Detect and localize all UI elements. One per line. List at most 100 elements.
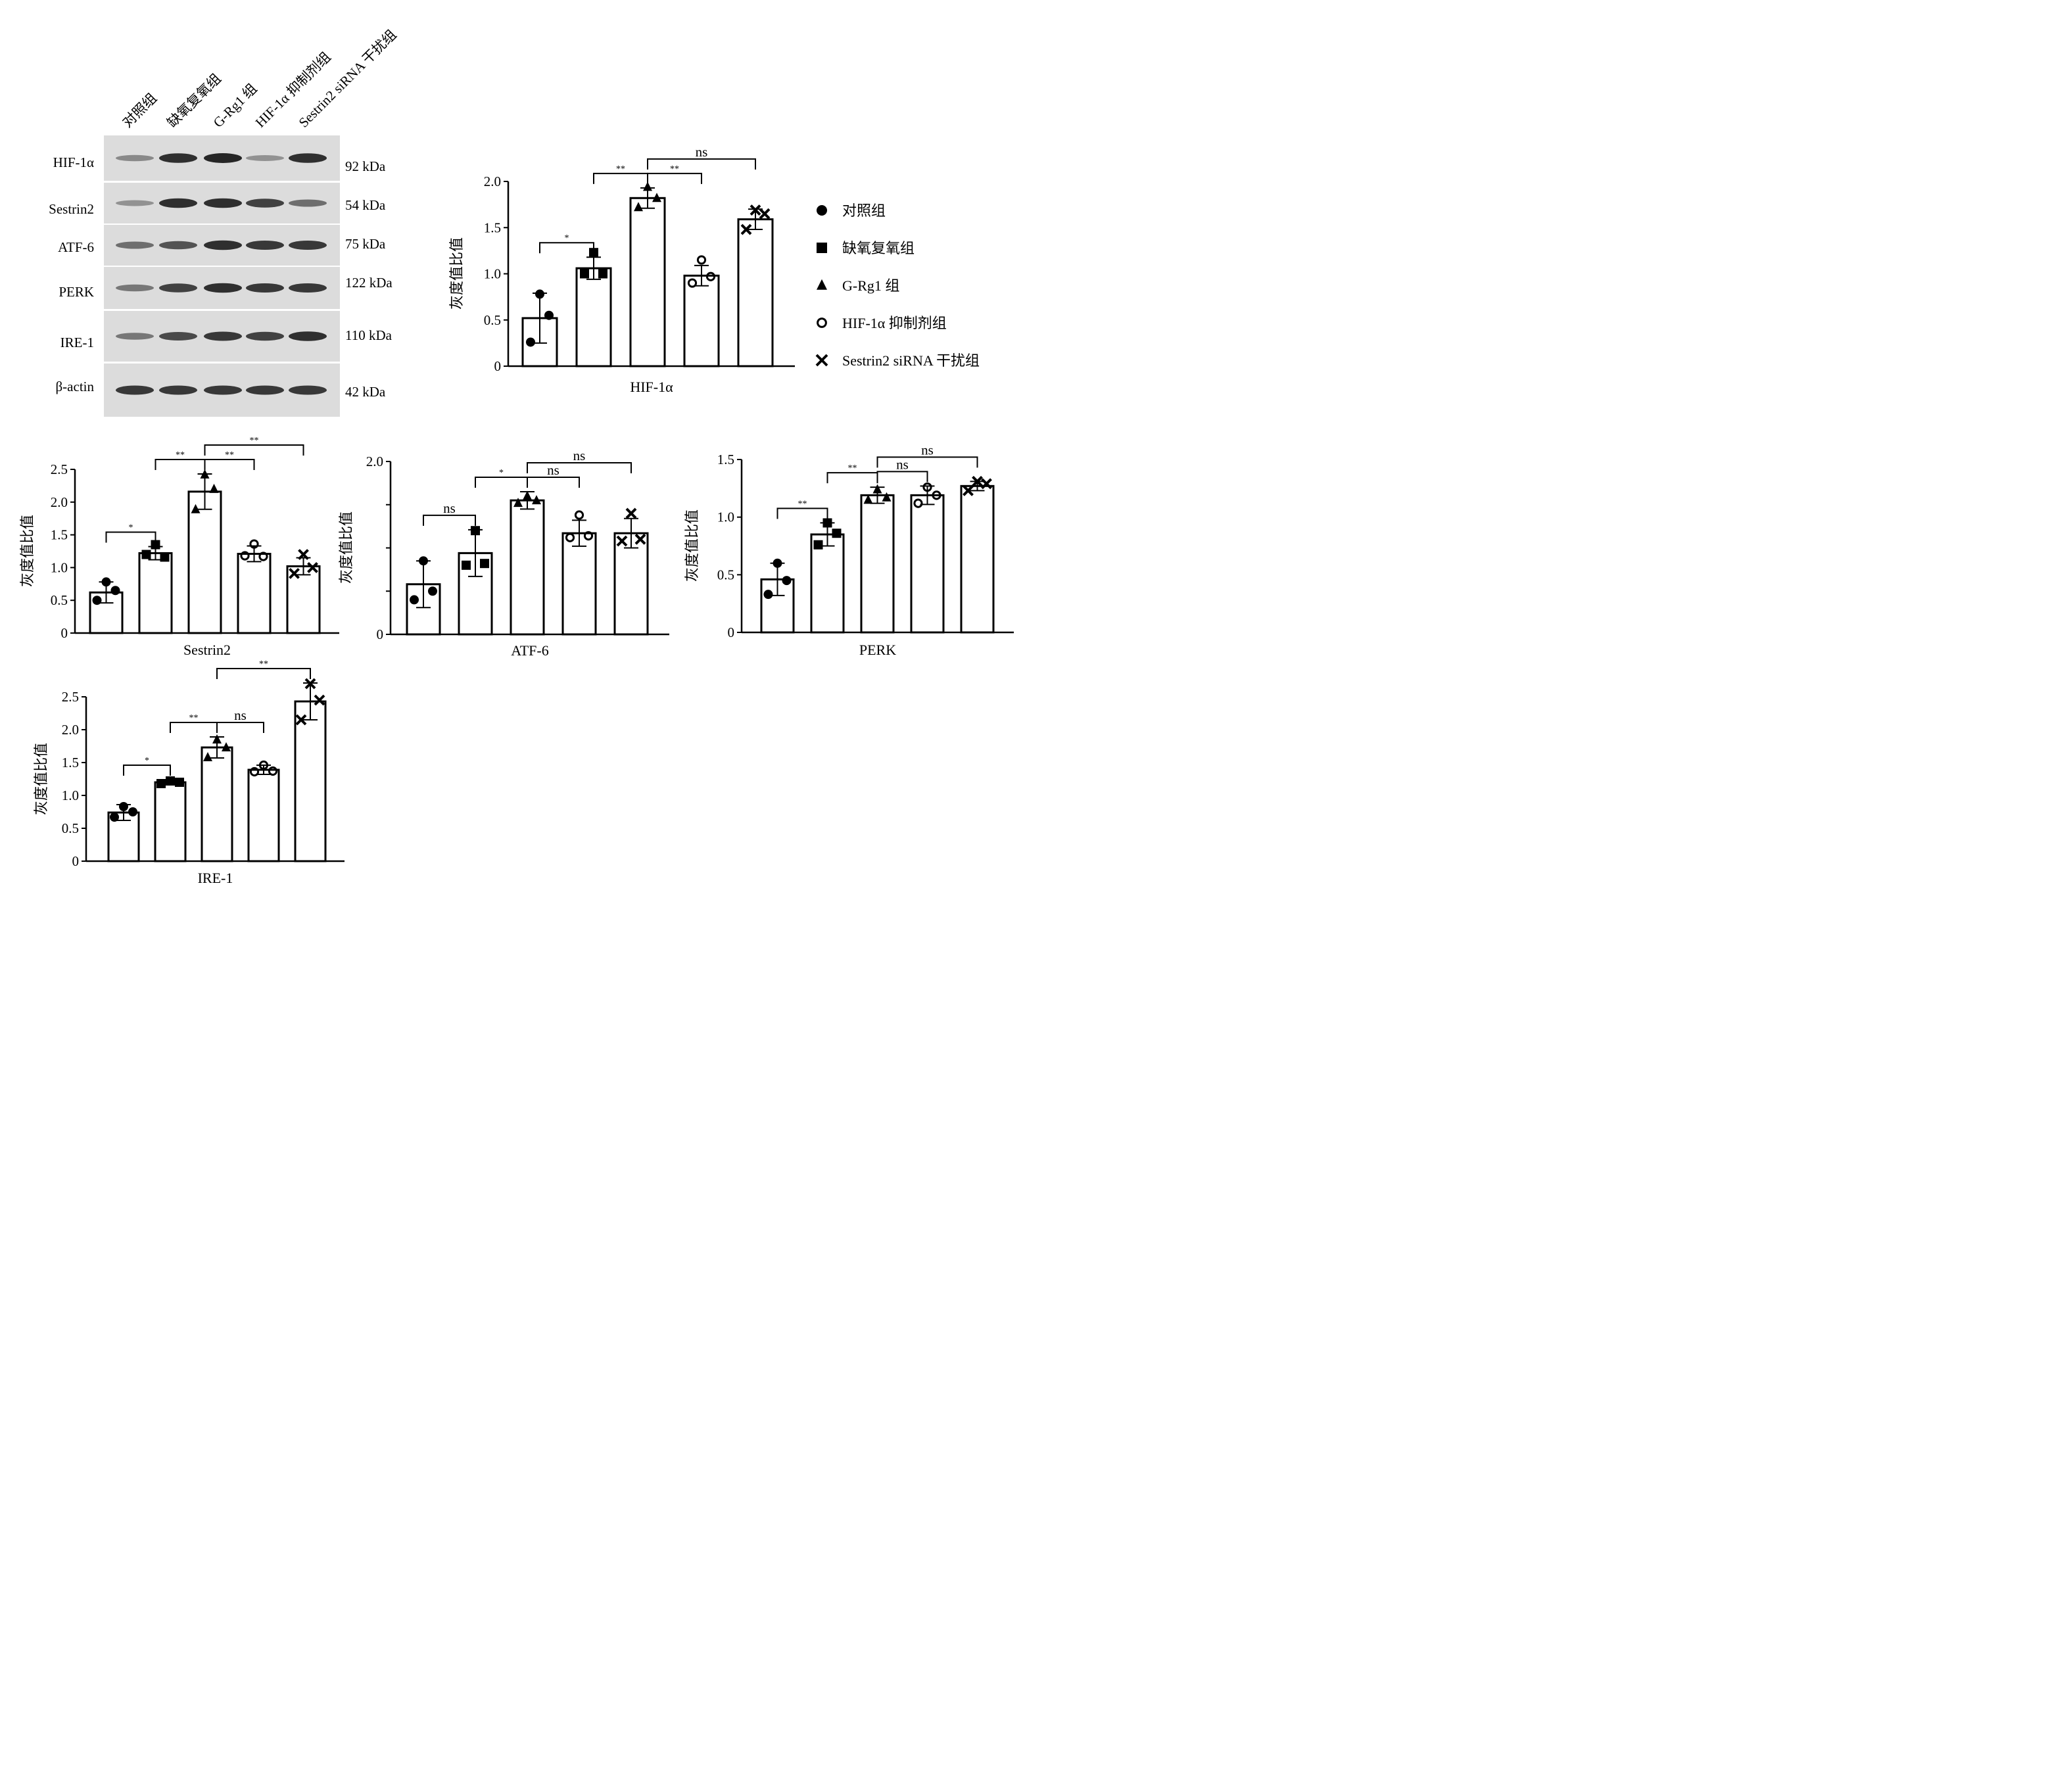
- data-point-square: [817, 243, 827, 253]
- blot-band: [246, 199, 284, 208]
- blot-band: [116, 200, 154, 206]
- data-point-open-circle: [913, 498, 923, 508]
- bar: [960, 484, 995, 634]
- data-point-open-circle: [240, 551, 250, 561]
- y-tick-label: 1.5: [62, 755, 79, 770]
- y-tick-label: 1.5: [51, 527, 68, 543]
- y-tick-label: 2.0: [484, 174, 501, 189]
- data-point-circle: [92, 596, 102, 605]
- data-point-cross: [314, 694, 325, 706]
- y-axis-label: 灰度值比值: [684, 509, 700, 582]
- data-point-triangle: [523, 490, 532, 500]
- bar: [294, 700, 327, 862]
- y-tick-label: 0.5: [484, 312, 501, 328]
- significance-label: **: [616, 164, 625, 174]
- blot-band: [204, 198, 242, 208]
- data-point-square: [480, 559, 489, 569]
- bar: [247, 768, 280, 862]
- data-point-square: [822, 518, 832, 528]
- x-axis-label: ATF-6: [511, 642, 548, 659]
- significance-label: *: [565, 233, 569, 243]
- data-point-square: [813, 540, 823, 550]
- significance-label: *: [499, 468, 504, 478]
- bar: [138, 552, 173, 634]
- y-tick-label: 1.0: [51, 559, 68, 575]
- data-point-open-circle: [932, 490, 941, 500]
- y-tick-label: 0.5: [62, 820, 79, 836]
- data-point-triangle: [222, 742, 231, 751]
- significance-bracket: [423, 514, 476, 526]
- y-tick-label: 2.0: [51, 494, 68, 510]
- data-point-cross: [972, 475, 983, 487]
- legend-label: 缺氧复氧组: [842, 240, 915, 256]
- blot-band: [289, 385, 327, 395]
- significance-label: **: [670, 164, 679, 174]
- blot-band: [159, 153, 197, 163]
- y-tick-label: 0: [728, 625, 735, 640]
- data-point-square: [580, 269, 589, 279]
- significance-bracket: [204, 444, 304, 456]
- x-axis-label: Sestrin2: [183, 642, 231, 658]
- blot-band: [289, 331, 327, 341]
- data-point-cross: [625, 507, 637, 519]
- bar: [613, 532, 649, 636]
- significance-bracket: [539, 242, 594, 254]
- significance-label: **: [250, 436, 259, 446]
- data-point-triangle: [882, 492, 892, 502]
- data-point-triangle: [203, 751, 212, 761]
- data-point-cross: [307, 561, 318, 573]
- data-point-square: [462, 560, 471, 570]
- significance-label: **: [189, 713, 199, 723]
- significance-bracket: [105, 531, 156, 543]
- significance-label: ns: [696, 144, 708, 160]
- data-point-cross: [298, 549, 309, 560]
- blot-protein-atf6: ATF-6: [58, 239, 94, 255]
- significance-label: ns: [573, 448, 586, 463]
- data-point-open-circle: [268, 766, 278, 776]
- significance-label: *: [145, 756, 149, 766]
- blot-band: [289, 241, 327, 250]
- data-point-cross: [295, 714, 307, 726]
- bar: [860, 494, 895, 634]
- data-point-square: [175, 778, 184, 787]
- x-axis-label: HIF-1α: [630, 379, 673, 395]
- significance-bracket: [170, 722, 218, 733]
- blot-size-perk: 122 kDa: [345, 275, 393, 291]
- bar: [683, 274, 720, 367]
- significance-label: **: [176, 450, 185, 460]
- blot-protein-perk: PERK: [59, 284, 94, 300]
- significance-label: ns: [896, 456, 909, 472]
- blot-strips: [104, 135, 340, 417]
- y-tick-label: 1.0: [62, 788, 79, 803]
- y-tick-label: 0.5: [51, 592, 68, 608]
- significance-bracket: [593, 172, 648, 184]
- blot-band: [116, 284, 154, 292]
- data-point-triangle: [652, 193, 661, 202]
- bar: [561, 532, 597, 636]
- blot-band: [159, 241, 197, 250]
- blot-protein-beta-actin: β-actin: [55, 379, 95, 394]
- blot-band: [159, 332, 197, 341]
- bar: [237, 552, 272, 634]
- blot-band: [159, 283, 197, 293]
- data-point-open-circle: [922, 482, 932, 492]
- blot-band: [204, 385, 242, 395]
- blot-band: [204, 240, 242, 250]
- data-point-cross: [616, 535, 628, 547]
- y-tick-label: 1.0: [717, 509, 734, 525]
- data-point-circle: [544, 310, 554, 320]
- data-point-open-circle: [249, 766, 260, 777]
- blot-size-sestrin2: 54 kDa: [345, 197, 386, 213]
- data-point-triangle: [532, 495, 541, 505]
- blot-band: [116, 241, 154, 249]
- data-point-open-circle: [249, 539, 259, 549]
- significance-bracket: [826, 472, 878, 484]
- blot-band: [246, 283, 284, 293]
- significance-label: ns: [547, 462, 559, 478]
- y-tick-label: 1.5: [717, 452, 734, 467]
